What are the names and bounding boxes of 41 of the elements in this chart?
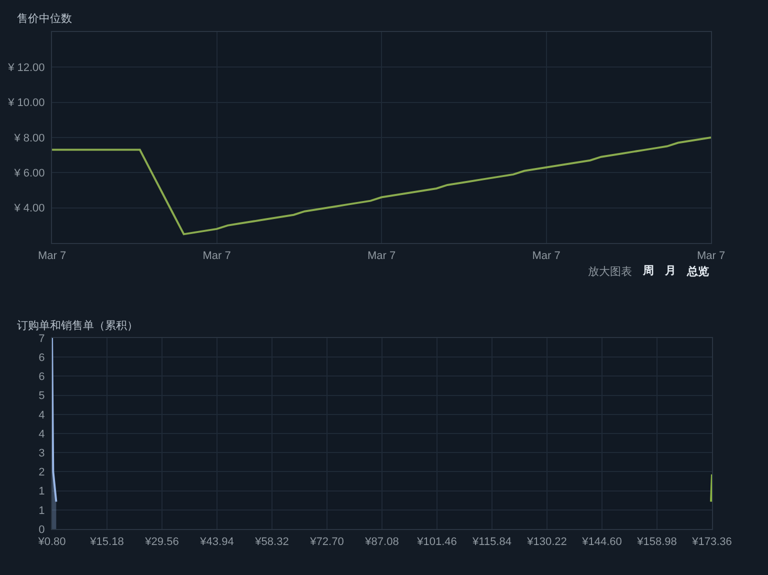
x-tick-label: Mar 7 bbox=[367, 250, 396, 262]
y-tick-label: 3 bbox=[38, 447, 45, 460]
x-tick-label: ¥72.70 bbox=[309, 536, 344, 548]
y-tick-label: 4 bbox=[38, 409, 45, 422]
y-tick-label: 1 bbox=[38, 504, 45, 517]
y-tick-label: ¥ 6.00 bbox=[13, 168, 45, 180]
y-tick-label: 7 bbox=[38, 332, 45, 345]
x-tick-label: ¥15.18 bbox=[89, 536, 124, 548]
text: 月 bbox=[664, 265, 676, 277]
x-tick-label: ¥0.80 bbox=[37, 536, 66, 548]
y-tick-label: ¥ 10.00 bbox=[7, 97, 45, 110]
y-tick-label: ¥ 12.00 bbox=[7, 62, 45, 74]
x-tick-label: ¥43.94 bbox=[199, 536, 234, 548]
line-series bbox=[52, 136, 711, 236]
x-tick-label: Mar 7 bbox=[38, 250, 66, 262]
text: 放大图表 bbox=[588, 265, 632, 278]
y-tick-label: ¥ 8.00 bbox=[13, 132, 45, 144]
x-tick-label: Mar 7 bbox=[696, 250, 726, 262]
x-tick-label: ¥130.22 bbox=[526, 536, 567, 548]
y-tick-label: 6 bbox=[38, 352, 45, 364]
x-tick-label: ¥158.98 bbox=[636, 536, 677, 548]
x-tick-label: ¥144.60 bbox=[581, 536, 622, 548]
y-tick-label: 4 bbox=[38, 428, 45, 440]
y-tick-label: 2 bbox=[38, 466, 45, 479]
x-tick-label: Mar 7 bbox=[202, 250, 231, 262]
x-tick-label: ¥87.08 bbox=[364, 536, 399, 548]
text: 总览 bbox=[686, 265, 709, 278]
x-tick-label: Mar 7 bbox=[532, 250, 560, 262]
x-tick-label: ¥115.84 bbox=[472, 536, 512, 548]
x-tick-label: ¥101.46 bbox=[416, 536, 457, 548]
x-tick-label: ¥173.36 bbox=[691, 536, 732, 548]
y-tick-label: ¥ 4.00 bbox=[13, 202, 45, 215]
y-tick-label: 1 bbox=[38, 486, 45, 498]
x-tick-label: ¥58.32 bbox=[254, 536, 289, 548]
chart-title: 售价中位数 bbox=[17, 12, 72, 25]
y-tick-label: 6 bbox=[38, 371, 45, 384]
y-tick-label: 5 bbox=[38, 390, 45, 402]
x-tick-label: ¥29.56 bbox=[144, 536, 179, 548]
chart-title: 订购单和销售单（累积） bbox=[17, 319, 138, 332]
text: 周 bbox=[642, 265, 654, 277]
y-tick-label: 0 bbox=[38, 524, 45, 536]
